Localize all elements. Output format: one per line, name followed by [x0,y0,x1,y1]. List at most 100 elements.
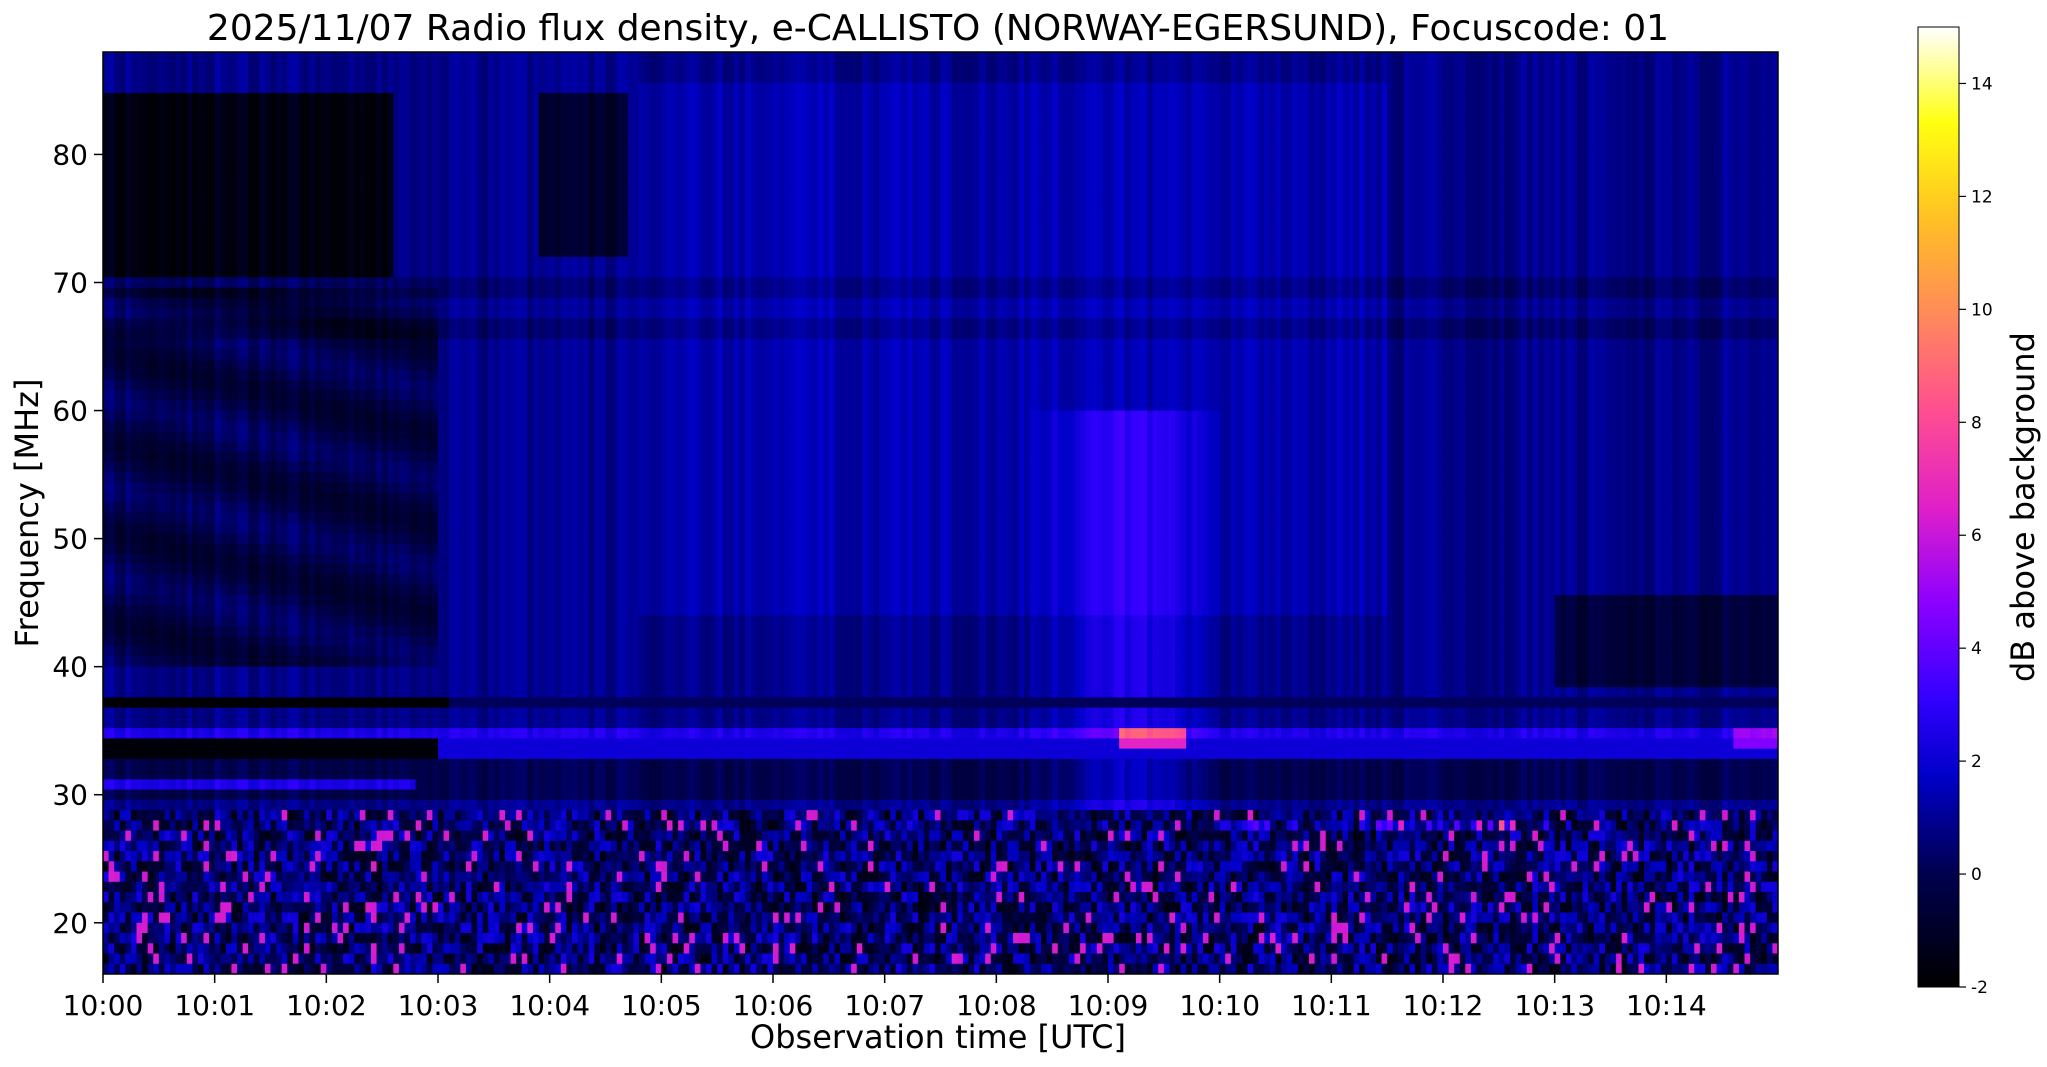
heatmap-cell [404,451,411,463]
heatmap-cell [147,226,154,237]
heatmap-cell [253,748,260,760]
heatmap-cell [192,635,199,647]
heatmap-cell [192,728,199,739]
heatmap-cell [175,154,182,166]
heatmap-cell [359,492,367,504]
heatmap-cell [348,297,355,309]
heatmap-cell [170,236,177,248]
heatmap-cell [103,308,110,319]
heatmap-cell [175,318,182,330]
heatmap-cell [242,943,249,955]
heatmap-cell [248,676,255,688]
heatmap-cell [209,963,216,974]
heatmap-cell [281,728,288,739]
heatmap-cell [181,174,188,186]
heatmap-cell [398,676,406,688]
heatmap-cell [192,810,199,821]
heatmap-cell [197,963,205,974]
heatmap-cell [298,513,305,524]
heatmap-cell [259,769,266,780]
heatmap-cell [130,359,138,371]
heatmap-cell [365,420,372,432]
heatmap-cell [248,369,255,381]
heatmap-cell [331,287,339,299]
heatmap-cell [237,215,244,227]
heatmap-cell [125,922,132,934]
heatmap-cell [304,205,311,217]
heatmap-cell [220,943,227,955]
heatmap-cell [315,174,322,186]
heatmap-cell [410,236,417,248]
heatmap-cell [136,328,143,340]
heatmap-cell [331,205,339,217]
heatmap-cell [387,605,394,617]
heatmap-cell [237,533,244,545]
heatmap-cell [281,513,288,524]
heatmap-cell [331,349,339,360]
heatmap-cell [181,154,188,166]
heatmap-cell [326,349,333,360]
heatmap-cell [359,748,367,760]
heatmap-cell [186,533,193,545]
heatmap-cell [292,205,300,217]
heatmap-cell [103,748,110,760]
heatmap-cell [359,215,367,227]
heatmap-cell [242,328,249,340]
heatmap-cell [114,553,121,565]
heatmap-cell [181,933,188,944]
heatmap-cell [253,912,260,924]
heatmap-cell [142,133,149,145]
heatmap-cell [365,461,372,473]
heatmap-cell [298,400,305,412]
heatmap-cell [181,769,188,780]
heatmap-cell [404,963,411,974]
heatmap-cell [354,758,361,770]
heatmap-cell [175,236,182,248]
heatmap-cell [108,851,115,862]
heatmap-cell [398,789,406,801]
heatmap-cell [359,871,367,883]
heatmap-cell [410,410,417,422]
heatmap-cell [331,871,339,883]
heatmap-cell [231,62,238,74]
heatmap-cell [108,553,115,565]
heatmap-cell [371,799,378,811]
heatmap-cell [320,92,327,104]
heatmap-cell [175,943,182,955]
heatmap-cell [304,881,311,893]
heatmap-cell [181,226,188,237]
heatmap-cell [136,830,143,842]
heatmap-cell [253,605,260,617]
heatmap-cell [186,902,193,914]
heatmap-cell [248,892,255,903]
heatmap-cell [264,717,272,729]
heatmap-cell [382,72,389,84]
heatmap-cell [153,564,160,576]
heatmap-cell [197,564,205,576]
heatmap-cell [253,277,260,289]
heatmap-cell [404,82,411,94]
heatmap-cell [186,390,193,401]
heatmap-cell [387,840,394,852]
heatmap-cell [376,953,383,965]
heatmap-cell [259,779,266,791]
heatmap-cell [343,789,350,801]
heatmap-cell [142,256,149,268]
heatmap-cell [153,236,160,248]
heatmap-cell [186,922,193,934]
heatmap-cell [114,369,121,381]
heatmap-cell [108,349,115,360]
heatmap-cell [119,492,126,504]
heatmap-cell [276,728,283,739]
heatmap-cell [103,205,110,217]
heatmap-cell [170,943,177,955]
heatmap-cell [309,72,316,84]
heatmap-cell [237,277,244,289]
heatmap-cell [181,338,188,350]
heatmap-cell [292,902,300,914]
heatmap-cell [220,308,227,319]
heatmap-cell [309,164,316,176]
heatmap-cell [214,113,221,125]
heatmap-cell [315,369,322,381]
heatmap-cell [337,820,344,832]
